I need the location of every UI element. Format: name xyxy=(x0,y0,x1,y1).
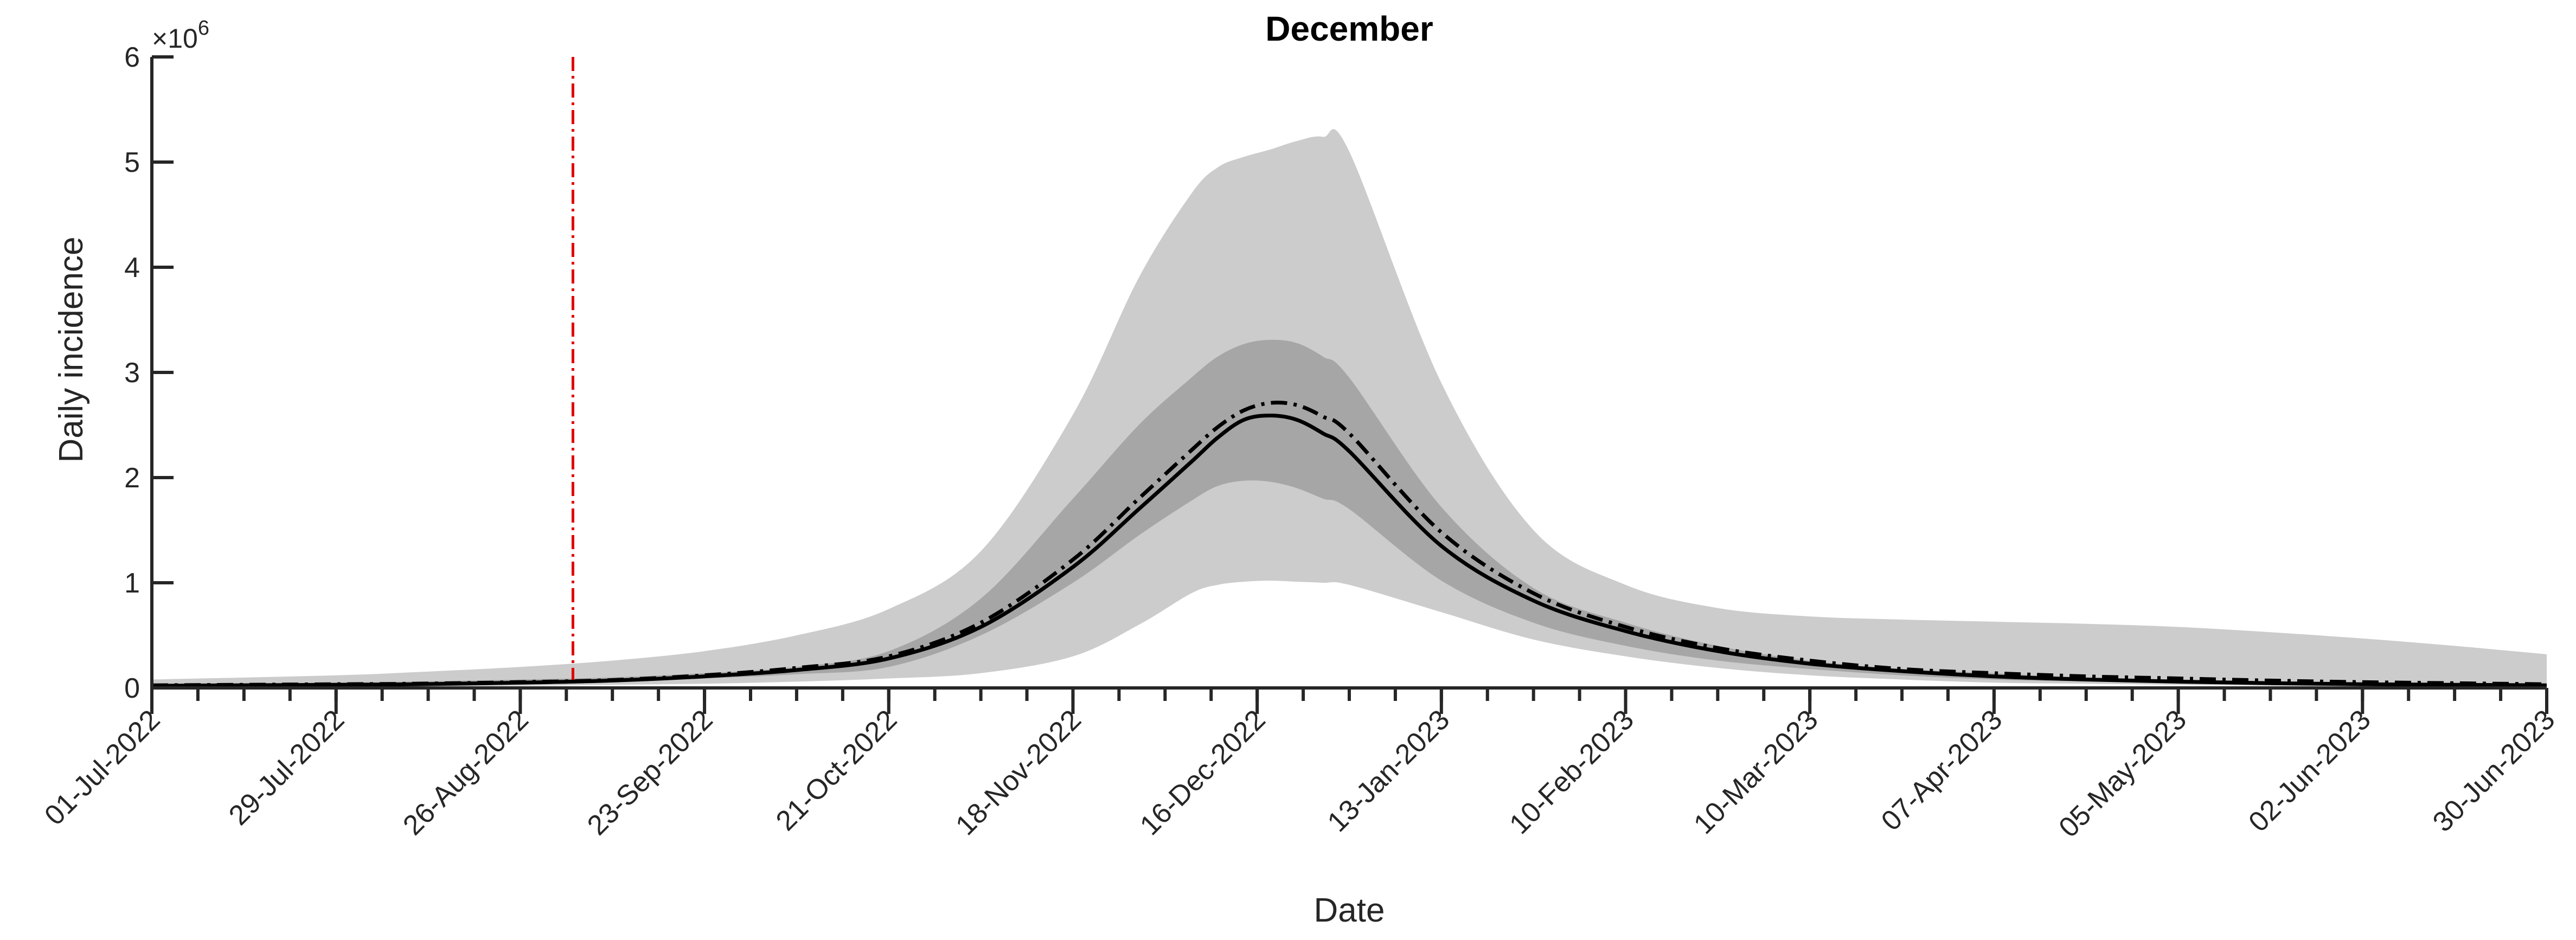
x-axis-ticks: 01-Jul-2022 29-Jul-2022 26-Aug-2022 23-Sep-… xyxy=(39,688,2561,844)
x-tick-label: 23-Sep-2022 xyxy=(581,704,719,841)
band-inner xyxy=(152,339,2547,687)
x-tick-label: 10-Mar-2023 xyxy=(1688,704,1824,840)
y-tick-label: 1 xyxy=(124,568,140,599)
x-tick-label: 07-Apr-2023 xyxy=(1875,704,2008,836)
x-tick-label: 26-Aug-2022 xyxy=(397,704,535,841)
y-axis-exponent: ×106 xyxy=(152,17,209,54)
x-tick-label: 05-May-2023 xyxy=(2053,704,2193,844)
x-tick-label: 30-Jun-2023 xyxy=(2427,704,2561,838)
x-tick-label: 02-Jun-2023 xyxy=(2242,704,2376,838)
x-tick-label: 29-Jul-2022 xyxy=(223,704,350,831)
y-tick-label: 3 xyxy=(124,357,140,389)
y-axis-title: Daily incidence xyxy=(53,237,90,463)
y-tick-label: 0 xyxy=(124,673,140,704)
x-axis-title: Date xyxy=(1314,892,1385,929)
x-tick-label: 21-Oct-2022 xyxy=(770,704,903,836)
y-tick-label: 4 xyxy=(124,252,140,284)
series-lines xyxy=(151,401,2547,688)
x-tick-label: 10-Feb-2023 xyxy=(1503,704,1640,840)
y-axis-exponent-base: ×10 xyxy=(152,23,198,54)
chart-title: December xyxy=(1265,9,1433,48)
x-tick-label: 01-Jul-2022 xyxy=(39,704,166,831)
uncertainty-bands xyxy=(152,129,2547,687)
y-axis-ticks: 0 1 2 3 4 5 6 xyxy=(124,42,174,704)
x-tick-label: 13-Jan-2023 xyxy=(1322,704,1456,838)
y-axis-exponent-power: 6 xyxy=(198,17,209,40)
x-tick-label: 16-Dec-2022 xyxy=(1134,704,1272,841)
y-tick-label: 5 xyxy=(124,147,140,178)
x-tick-label: 18-Nov-2022 xyxy=(950,704,1087,841)
y-tick-label: 6 xyxy=(124,42,140,73)
y-tick-label: 2 xyxy=(124,462,140,494)
series-line-dash-dot xyxy=(151,401,2547,687)
